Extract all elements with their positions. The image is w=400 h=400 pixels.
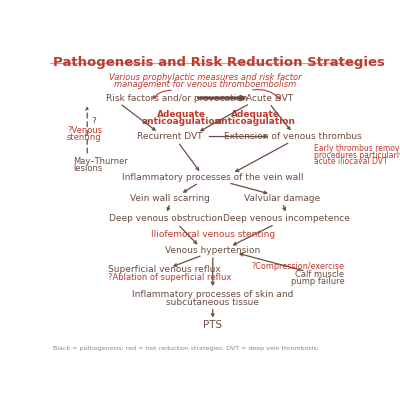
Text: Recurrent DVT: Recurrent DVT xyxy=(137,132,203,141)
Text: anticoagulation: anticoagulation xyxy=(215,118,295,126)
Text: Deep venous incompetence: Deep venous incompetence xyxy=(223,214,350,224)
Text: management for venous thromboembolism: management for venous thromboembolism xyxy=(114,80,296,90)
Text: Risk factors and/or provocation: Risk factors and/or provocation xyxy=(106,94,247,102)
Text: ?Venous: ?Venous xyxy=(67,126,102,135)
Text: Various prophylactic measures and risk factor: Various prophylactic measures and risk f… xyxy=(109,73,301,82)
Text: Calf muscle: Calf muscle xyxy=(295,270,344,279)
Text: Iliofemoral venous stenting: Iliofemoral venous stenting xyxy=(151,230,275,239)
Text: lesions: lesions xyxy=(73,164,102,173)
Text: ?Compression/exercise: ?Compression/exercise xyxy=(252,262,344,271)
Text: Vein wall scarring: Vein wall scarring xyxy=(130,194,210,203)
Text: ?: ? xyxy=(91,117,96,126)
Text: Venous hypertension: Venous hypertension xyxy=(165,246,260,255)
Text: Black = pathogenesis; red = risk reduction strategies. DVT = deep vein thrombosi: Black = pathogenesis; red = risk reducti… xyxy=(53,346,319,351)
Text: Deep venous obstruction: Deep venous obstruction xyxy=(109,214,223,224)
Text: Inflammatory processes of the vein wall: Inflammatory processes of the vein wall xyxy=(122,173,304,182)
Text: procedures particularly in: procedures particularly in xyxy=(314,150,400,160)
Text: ?Ablation of superficial reflux: ?Ablation of superficial reflux xyxy=(108,273,232,282)
Text: Early thrombus removal: Early thrombus removal xyxy=(314,144,400,153)
Text: acute iliocaval DVT: acute iliocaval DVT xyxy=(314,158,387,166)
Text: pump failure: pump failure xyxy=(291,277,344,286)
Text: Superficial venous reflux: Superficial venous reflux xyxy=(108,265,221,274)
Text: Valvular damage: Valvular damage xyxy=(244,194,321,203)
Text: Inflammatory processes of skin and: Inflammatory processes of skin and xyxy=(132,290,294,299)
Text: Adequate: Adequate xyxy=(231,110,280,120)
Text: stenting: stenting xyxy=(67,133,102,142)
Text: Extension of venous thrombus: Extension of venous thrombus xyxy=(224,132,362,141)
Text: anticoagulation: anticoagulation xyxy=(142,118,222,126)
Text: May–Thurner: May–Thurner xyxy=(73,158,128,166)
Text: Acute DVT: Acute DVT xyxy=(246,94,293,102)
Text: Adequate: Adequate xyxy=(157,110,206,120)
Text: subcutaneous tissue: subcutaneous tissue xyxy=(166,298,259,306)
Text: PTS: PTS xyxy=(203,320,222,330)
Text: Pathogenesis and Risk Reduction Strategies: Pathogenesis and Risk Reduction Strategi… xyxy=(53,56,385,70)
